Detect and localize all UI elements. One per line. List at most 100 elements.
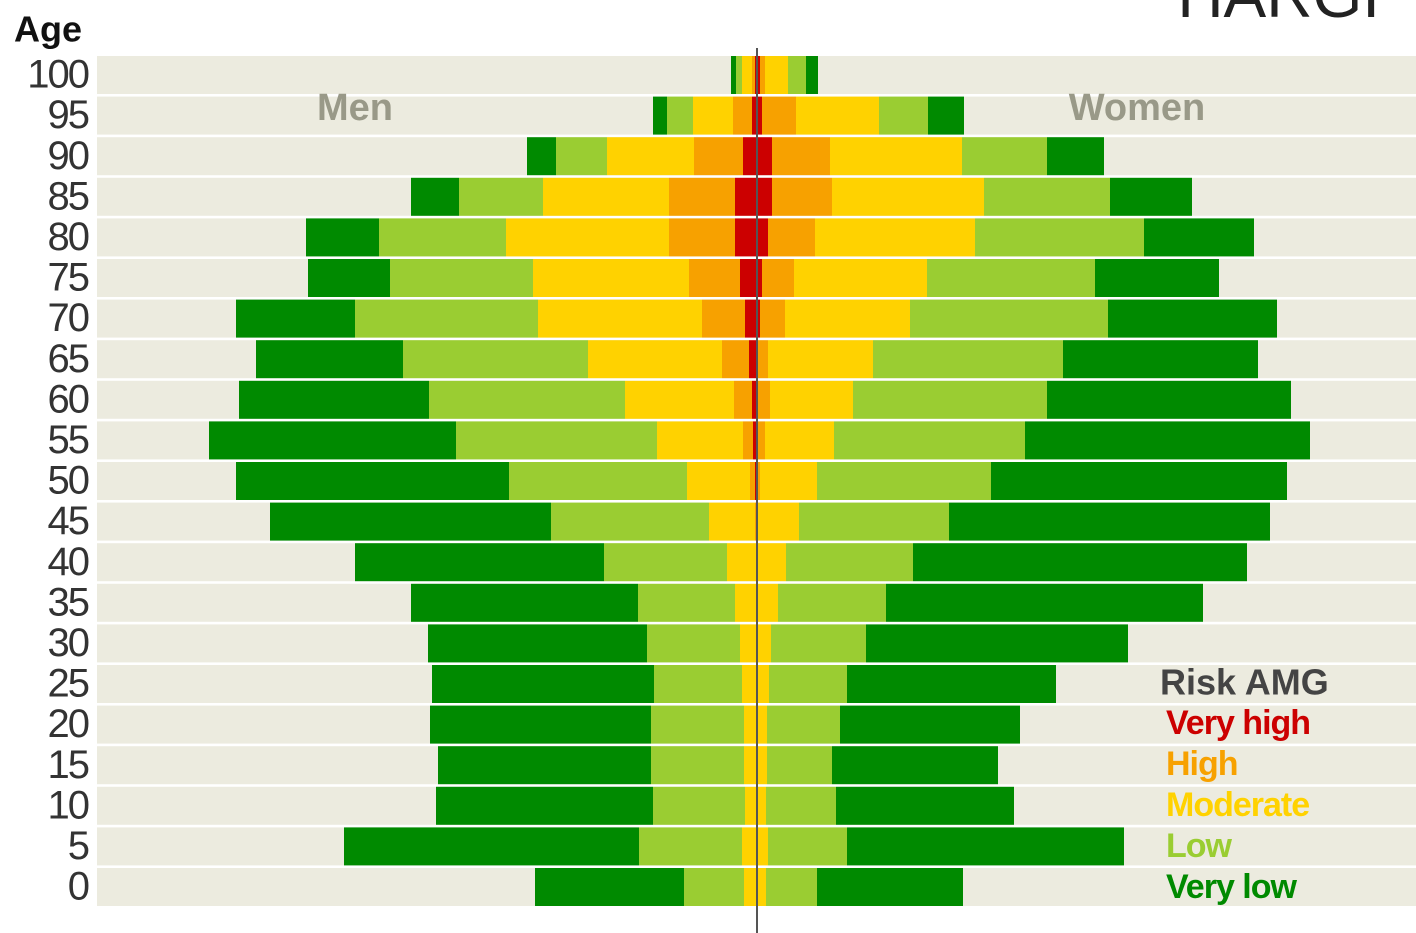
bar-segment: [806, 56, 818, 94]
bar-segment: [687, 462, 750, 500]
legend-item: High: [1166, 745, 1238, 783]
y-tick-label: 35: [48, 580, 89, 624]
bar-segment: [766, 868, 817, 906]
bar-segment: [733, 96, 752, 135]
bar-segment: [669, 218, 735, 257]
bar-segment: [740, 259, 757, 297]
bar-segment: [757, 583, 778, 622]
bar-segment: [767, 746, 832, 785]
bar-segment: [638, 583, 735, 622]
y-tick-label: 100: [27, 53, 88, 97]
bar-segment: [1047, 380, 1291, 419]
y-tick-label: 60: [48, 377, 89, 421]
bar-segment: [430, 705, 651, 744]
bar-segment: [411, 177, 459, 216]
bar-segment: [438, 746, 651, 785]
bar-segment: [817, 462, 991, 500]
bar-segment: [355, 299, 538, 338]
bar-segment: [740, 624, 757, 663]
bar-segment: [344, 827, 639, 866]
bar-segment: [742, 56, 752, 94]
bar-segment: [625, 380, 734, 419]
bar-segment: [750, 462, 755, 500]
bar-segment: [753, 421, 757, 460]
bar-segment: [799, 502, 949, 541]
bar-segment: [722, 340, 749, 379]
bar-segment: [1144, 218, 1254, 257]
bar-segment: [653, 96, 667, 135]
bar-segment: [604, 543, 727, 582]
bar-segment: [1108, 299, 1277, 338]
bar-segment: [669, 177, 735, 216]
y-tick-label: 10: [48, 783, 89, 827]
bar-segment: [847, 827, 1124, 866]
bar-segment: [735, 218, 757, 257]
bar-segment: [786, 543, 913, 582]
bar-segment: [1025, 421, 1310, 460]
bar-segment: [749, 340, 757, 379]
bar-segment: [910, 299, 1108, 338]
bar-segment: [755, 502, 756, 541]
y-tick-label: 90: [48, 134, 89, 178]
bar-segment: [308, 259, 390, 297]
bar-segment: [765, 421, 834, 460]
bar-segment: [984, 177, 1110, 216]
bar-segment: [834, 421, 1025, 460]
bar-segment: [735, 583, 757, 622]
bar-segment: [256, 340, 403, 379]
bar-segment: [527, 137, 556, 176]
bar-segment: [767, 705, 840, 744]
bar-segment: [785, 299, 910, 338]
bar-segment: [403, 340, 588, 379]
legend-item: Low: [1166, 827, 1233, 865]
y-tick-label: 15: [48, 743, 89, 787]
bar-segment: [709, 502, 755, 541]
y-tick-label: 65: [48, 337, 89, 381]
bar-segment: [796, 96, 879, 135]
bar-segment: [757, 137, 772, 176]
bar-segment: [760, 299, 785, 338]
bar-segment: [693, 96, 733, 135]
bar-segment: [758, 502, 799, 541]
bar-segment: [702, 299, 745, 338]
bar-segment: [428, 624, 647, 663]
y-tick-label: 40: [48, 540, 89, 584]
corner-text: HARGI: [1177, 0, 1380, 31]
bar-segment: [735, 177, 757, 216]
bar-segment: [743, 137, 757, 176]
bar-segment: [817, 868, 963, 906]
bar-segment: [927, 259, 1095, 297]
bar-segment: [962, 137, 1047, 176]
bar-segment: [236, 462, 509, 500]
bar-segment: [651, 746, 744, 785]
bar-segment: [355, 543, 604, 582]
panel-label: Women: [1069, 87, 1206, 129]
bar-segment: [840, 705, 1020, 744]
panel-label: Men: [317, 87, 393, 129]
bar-segment: [768, 340, 873, 379]
bar-segment: [236, 299, 355, 338]
bar-segment: [757, 56, 760, 94]
bar-segment: [742, 665, 757, 703]
bar-segment: [651, 705, 744, 744]
legend-item: Very low: [1166, 868, 1298, 906]
bar-segment: [556, 137, 607, 176]
bar-segment: [778, 583, 886, 622]
bar-segment: [654, 665, 742, 703]
bar-segment: [832, 746, 998, 785]
bar-segment: [757, 299, 760, 338]
bar-segment: [758, 340, 768, 379]
bar-segment: [684, 868, 744, 906]
bar-segment: [770, 380, 853, 419]
bar-segment: [886, 583, 1203, 622]
bar-segment: [928, 96, 964, 135]
bar-segment: [270, 502, 551, 541]
bar-segment: [752, 56, 755, 94]
bar-segment: [772, 137, 830, 176]
bar-segment: [459, 177, 543, 216]
bar-segment: [379, 218, 506, 257]
bar-segment: [588, 340, 722, 379]
y-tick-label: 25: [48, 662, 89, 706]
bar-segment: [744, 705, 757, 744]
bar-segment: [913, 543, 1247, 582]
